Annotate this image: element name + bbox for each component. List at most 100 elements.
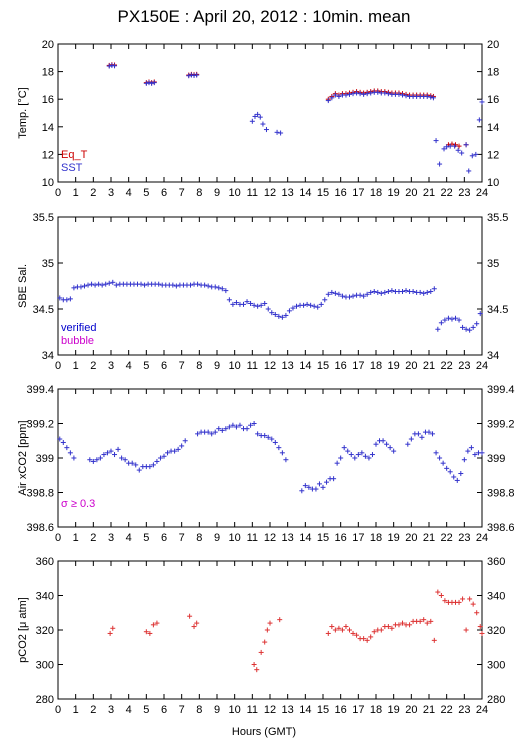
data-point	[385, 91, 391, 97]
x-tick-label: 20	[405, 704, 417, 716]
data-point	[302, 483, 308, 489]
data-point	[430, 431, 436, 437]
data-point	[396, 622, 402, 628]
data-point	[472, 452, 478, 458]
data-point	[433, 450, 439, 456]
x-tick-label: 12	[264, 360, 276, 372]
data-point	[320, 484, 326, 490]
x-tick-label: 21	[423, 360, 435, 372]
data-point	[380, 438, 386, 444]
data-point	[332, 627, 338, 633]
data-point	[329, 289, 335, 295]
x-tick-label: 17	[352, 360, 364, 372]
x-tick-label: 15	[317, 187, 329, 199]
data-point	[226, 297, 232, 303]
data-point	[435, 326, 441, 332]
data-point	[357, 91, 363, 97]
x-tick-label: 14	[299, 704, 311, 716]
data-point	[355, 452, 361, 458]
x-tick-label: 18	[370, 360, 382, 372]
data-point	[154, 620, 160, 626]
data-point	[352, 455, 358, 461]
x-tick-label: 7	[179, 360, 185, 372]
legend-entry: bubble	[61, 335, 94, 347]
y-axis-label: pCO2 [μ atm]	[17, 597, 29, 663]
data-point	[400, 289, 405, 295]
data-point	[230, 301, 236, 307]
data-point	[179, 443, 185, 449]
data-point	[313, 486, 319, 492]
x-tick-label: 19	[388, 187, 400, 199]
x-tick-label: 9	[214, 187, 220, 199]
y-tick-label-right: 10	[487, 177, 499, 189]
y-tick-label-right: 35	[487, 258, 499, 270]
x-tick-label: 4	[126, 360, 132, 372]
x-tick-label: 0	[55, 187, 61, 199]
data-point	[315, 304, 321, 310]
data-point	[276, 445, 282, 451]
y-tick-label-left: 320	[36, 625, 54, 637]
x-tick-label: 20	[405, 187, 417, 199]
data-point	[447, 469, 453, 475]
data-point	[269, 310, 275, 316]
data-point	[262, 300, 268, 306]
x-tick-label: 10	[229, 704, 241, 716]
y-tick-label-right: 300	[487, 660, 505, 672]
data-point	[233, 300, 239, 306]
data-point	[113, 282, 119, 288]
legend-entry: verified	[61, 322, 96, 334]
y-tick-label-left: 398.8	[26, 488, 54, 500]
data-point	[150, 462, 156, 468]
x-tick-label: 23	[458, 704, 470, 716]
y-tick-label-left: 34.5	[33, 304, 54, 316]
data-point	[336, 93, 342, 99]
data-point	[85, 282, 91, 288]
data-point	[277, 617, 283, 623]
data-point	[378, 627, 384, 633]
data-point	[244, 426, 250, 432]
data-point	[447, 143, 453, 149]
data-point	[260, 121, 266, 127]
y-tick-label-left: 12	[42, 149, 54, 161]
y-tick-label-left: 340	[36, 591, 54, 603]
data-point	[391, 448, 397, 454]
data-point	[71, 285, 77, 291]
x-tick-label: 5	[143, 704, 149, 716]
data-point	[262, 639, 268, 645]
data-point	[255, 303, 261, 309]
data-point	[265, 434, 271, 440]
y-tick-label-right: 35.5	[487, 212, 508, 224]
data-point	[248, 422, 254, 428]
data-point	[191, 624, 197, 630]
data-point	[78, 284, 84, 290]
y-tick-label-left: 35	[42, 258, 54, 270]
data-point	[329, 95, 335, 101]
data-point	[96, 281, 102, 287]
x-tick-label: 0	[55, 704, 61, 716]
data-point	[142, 282, 148, 288]
data-point	[154, 458, 160, 464]
x-tick-label: 9	[214, 532, 220, 544]
data-point	[325, 98, 331, 104]
data-point	[474, 321, 480, 327]
annotation-sigma: σ ≥ 0.3	[61, 498, 95, 510]
data-point	[347, 294, 352, 300]
x-tick-label: 10	[229, 187, 241, 199]
data-point	[306, 484, 312, 490]
data-point	[410, 289, 416, 295]
x-tick-label: 1	[73, 704, 79, 716]
data-point	[426, 429, 432, 435]
data-point	[339, 293, 345, 299]
data-point	[67, 296, 73, 302]
data-point	[371, 629, 377, 635]
data-point	[449, 316, 455, 322]
data-point	[456, 143, 462, 149]
data-point	[440, 460, 446, 466]
x-tick-label: 21	[423, 187, 435, 199]
data-point	[465, 448, 471, 454]
data-point	[322, 297, 328, 303]
x-tick-label: 11	[247, 704, 258, 716]
data-point	[364, 637, 370, 643]
data-point	[357, 292, 363, 298]
data-point	[119, 455, 125, 461]
